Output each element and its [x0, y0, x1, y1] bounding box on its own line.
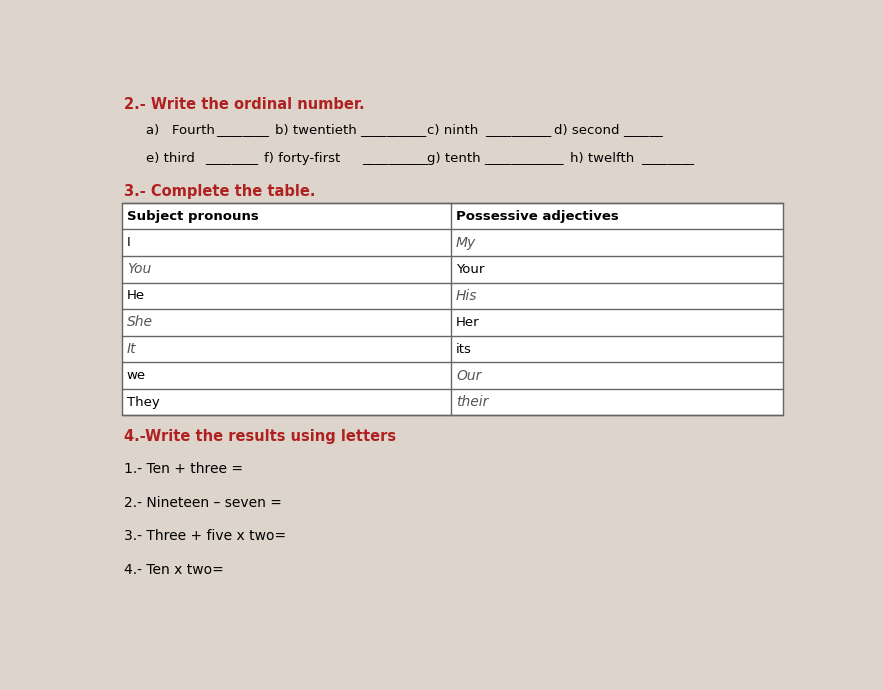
Text: ______: ______	[623, 124, 663, 137]
Text: its: its	[456, 342, 472, 355]
Text: ________: ________	[641, 152, 694, 165]
Text: h) twelfth: h) twelfth	[570, 152, 635, 165]
Text: 1.- Ten + three =: 1.- Ten + three =	[125, 462, 244, 475]
Text: 4.-Write the results using letters: 4.-Write the results using letters	[125, 429, 396, 444]
Text: 2.- Write the ordinal number.: 2.- Write the ordinal number.	[125, 97, 365, 112]
Text: They: They	[126, 395, 160, 408]
Text: g) tenth: g) tenth	[426, 152, 480, 165]
Text: b) twentieth: b) twentieth	[275, 124, 357, 137]
Text: f) forty-first: f) forty-first	[264, 152, 341, 165]
Text: c) ninth: c) ninth	[426, 124, 478, 137]
Text: It: It	[126, 342, 136, 356]
Text: She: She	[126, 315, 153, 329]
Text: He: He	[126, 289, 145, 302]
Text: __________: __________	[362, 152, 428, 165]
Text: a)   Fourth: a) Fourth	[146, 124, 215, 137]
Text: Subject pronouns: Subject pronouns	[126, 210, 259, 223]
Text: Her: Her	[456, 316, 479, 329]
Text: 3.- Three + five x two=: 3.- Three + five x two=	[125, 529, 286, 544]
Text: My: My	[456, 236, 476, 250]
Text: ____________: ____________	[484, 152, 563, 165]
Text: 4.- Ten x two=: 4.- Ten x two=	[125, 563, 224, 578]
Text: You: You	[126, 262, 151, 276]
Text: __________: __________	[360, 124, 426, 137]
Bar	[122, 203, 783, 415]
Text: __________: __________	[486, 124, 552, 137]
Text: 2.- Nineteen – seven =: 2.- Nineteen – seven =	[125, 495, 283, 509]
Text: e) third: e) third	[146, 152, 195, 165]
Text: Our: Our	[456, 368, 481, 382]
Text: Possessive adjectives: Possessive adjectives	[456, 210, 619, 223]
Text: d) second: d) second	[554, 124, 619, 137]
Text: ________: ________	[205, 152, 258, 165]
Text: His: His	[456, 289, 478, 303]
Text: we: we	[126, 369, 146, 382]
Text: their: their	[456, 395, 488, 409]
Text: I: I	[126, 236, 131, 249]
Text: ________: ________	[216, 124, 269, 137]
Text: 3.- Complete the table.: 3.- Complete the table.	[125, 184, 316, 199]
Text: Your: Your	[456, 263, 485, 276]
